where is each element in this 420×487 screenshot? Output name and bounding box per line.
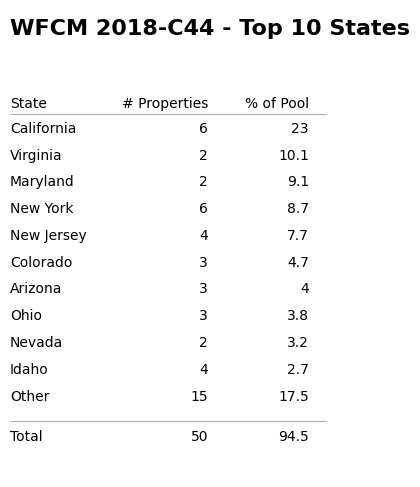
Text: 4: 4 — [300, 282, 309, 297]
Text: 3.8: 3.8 — [287, 309, 309, 323]
Text: Idaho: Idaho — [10, 363, 49, 377]
Text: 3.2: 3.2 — [287, 336, 309, 350]
Text: Maryland: Maryland — [10, 175, 75, 189]
Text: Total: Total — [10, 430, 43, 444]
Text: WFCM 2018-C44 - Top 10 States: WFCM 2018-C44 - Top 10 States — [10, 19, 410, 39]
Text: 3: 3 — [200, 256, 208, 270]
Text: State: State — [10, 97, 47, 112]
Text: Other: Other — [10, 390, 50, 404]
Text: 15: 15 — [191, 390, 208, 404]
Text: 2: 2 — [200, 175, 208, 189]
Text: 17.5: 17.5 — [278, 390, 309, 404]
Text: Nevada: Nevada — [10, 336, 63, 350]
Text: 50: 50 — [191, 430, 208, 444]
Text: 10.1: 10.1 — [278, 149, 309, 163]
Text: 6: 6 — [199, 202, 208, 216]
Text: 9.1: 9.1 — [287, 175, 309, 189]
Text: 2.7: 2.7 — [287, 363, 309, 377]
Text: 2: 2 — [200, 149, 208, 163]
Text: Ohio: Ohio — [10, 309, 42, 323]
Text: New Jersey: New Jersey — [10, 229, 87, 243]
Text: California: California — [10, 122, 76, 136]
Text: 4.7: 4.7 — [287, 256, 309, 270]
Text: Arizona: Arizona — [10, 282, 63, 297]
Text: 4: 4 — [200, 229, 208, 243]
Text: % of Pool: % of Pool — [245, 97, 309, 112]
Text: 3: 3 — [200, 309, 208, 323]
Text: Colorado: Colorado — [10, 256, 72, 270]
Text: Virginia: Virginia — [10, 149, 63, 163]
Text: # Properties: # Properties — [122, 97, 208, 112]
Text: 3: 3 — [200, 282, 208, 297]
Text: 4: 4 — [200, 363, 208, 377]
Text: 94.5: 94.5 — [278, 430, 309, 444]
Text: 2: 2 — [200, 336, 208, 350]
Text: 7.7: 7.7 — [287, 229, 309, 243]
Text: 8.7: 8.7 — [287, 202, 309, 216]
Text: 23: 23 — [291, 122, 309, 136]
Text: 6: 6 — [199, 122, 208, 136]
Text: New York: New York — [10, 202, 74, 216]
